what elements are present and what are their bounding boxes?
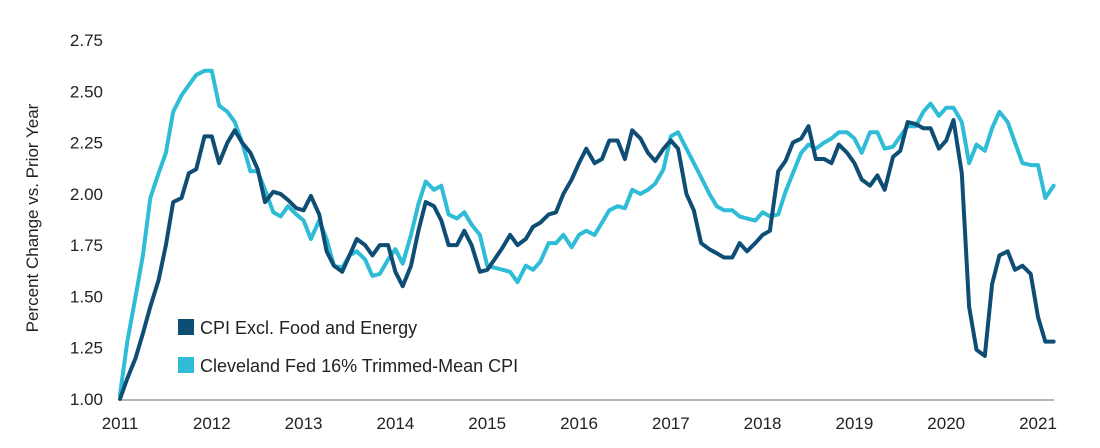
x-tick-label: 2019 (835, 414, 873, 433)
x-tick-label: 2014 (376, 414, 414, 433)
legend-swatch (178, 357, 194, 373)
y-tick-label: 1.00 (70, 390, 103, 409)
y-tick-label: 2.00 (70, 185, 103, 204)
series-line-trimmed-mean-cpi (118, 68, 1056, 397)
y-tick-label: 1.50 (70, 287, 103, 306)
x-tick-label: 2017 (652, 414, 690, 433)
y-tick-label: 2.75 (70, 31, 103, 50)
y-tick-label: 2.50 (70, 82, 103, 101)
legend-label: CPI Excl. Food and Energy (200, 318, 417, 338)
series-layer (118, 68, 1056, 401)
x-tick-label: 2013 (285, 414, 323, 433)
x-tick-label: 2015 (468, 414, 506, 433)
x-tick-label: 2012 (193, 414, 231, 433)
legend: CPI Excl. Food and Energy Cleveland Fed 1… (178, 318, 518, 376)
y-tick-label: 1.75 (70, 236, 103, 255)
legend-swatch (178, 319, 194, 335)
y-tick-label: 1.25 (70, 339, 103, 358)
y-axis-title: Percent Change vs. Prior Year (23, 103, 42, 332)
y-axis: 1.00 1.25 1.50 1.75 2.00 2.25 2.50 2.75 (70, 31, 103, 409)
x-tick-label: 2018 (744, 414, 782, 433)
x-tick-label: 2020 (927, 414, 965, 433)
x-tick-label: 2016 (560, 414, 598, 433)
x-tick-label: 2011 (102, 414, 139, 433)
series-line-core-cpi (118, 118, 1056, 401)
y-tick-label: 2.25 (70, 134, 103, 153)
x-axis: 2011 2012 2013 2014 2015 2016 2017 2018 2019 2020… (102, 414, 1057, 433)
x-tick-label: 2021 (1019, 414, 1057, 433)
legend-label: Cleveland Fed 16% Trimmed-Mean CPI (200, 356, 518, 376)
